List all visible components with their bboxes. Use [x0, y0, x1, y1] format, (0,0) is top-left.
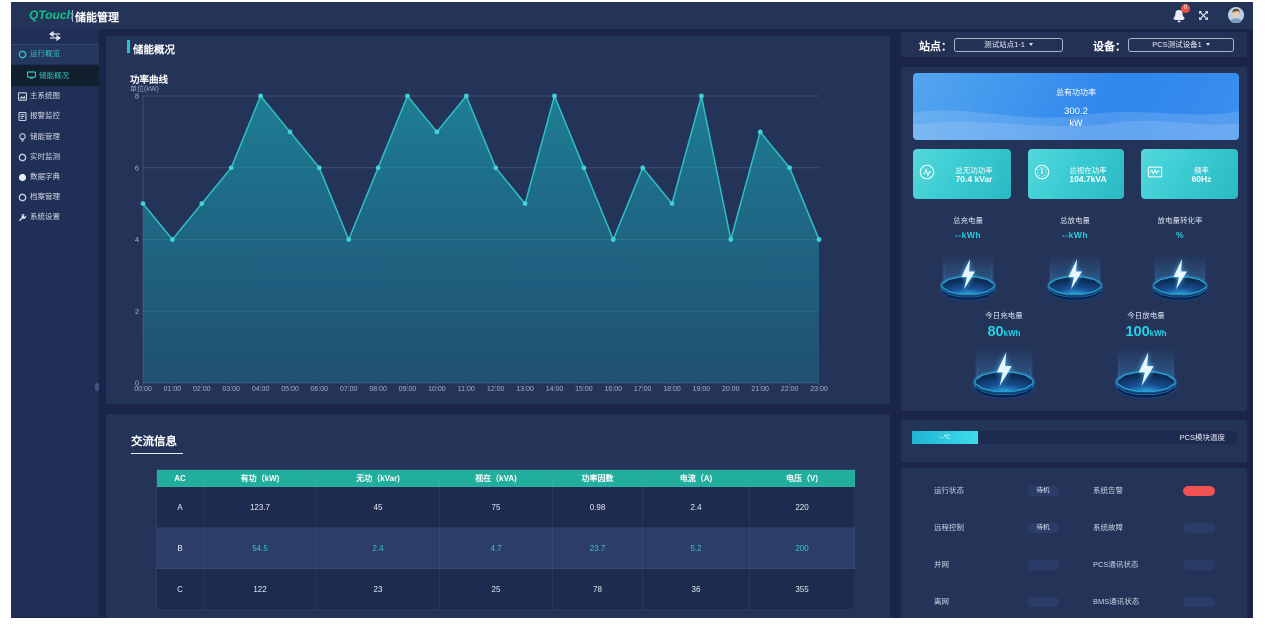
svg-text:08:00: 08:00 [369, 386, 387, 393]
svg-text:01:00: 01:00 [164, 386, 182, 393]
svg-text:23:00: 23:00 [810, 386, 828, 393]
svg-text:00:00: 00:00 [134, 386, 152, 393]
svg-text:04:00: 04:00 [252, 386, 270, 393]
svg-text:06:00: 06:00 [311, 386, 329, 393]
svg-text:16:00: 16:00 [605, 386, 623, 393]
svg-text:8: 8 [135, 92, 139, 101]
svg-text:18:00: 18:00 [663, 386, 681, 393]
svg-text:22:00: 22:00 [781, 386, 799, 393]
svg-text:02:00: 02:00 [193, 386, 211, 393]
svg-text:03:00: 03:00 [222, 386, 240, 393]
svg-text:17:00: 17:00 [634, 386, 652, 393]
svg-text:11:00: 11:00 [458, 386, 475, 393]
svg-text:21:00: 21:00 [751, 386, 769, 393]
svg-text:4: 4 [135, 235, 139, 244]
svg-text:13:00: 13:00 [516, 386, 534, 393]
svg-text:15:00: 15:00 [575, 386, 593, 393]
svg-text:0: 0 [135, 379, 139, 388]
svg-text:19:00: 19:00 [693, 386, 711, 393]
svg-text:2: 2 [135, 307, 139, 316]
svg-text:09:00: 09:00 [399, 386, 417, 393]
svg-text:14:00: 14:00 [546, 386, 564, 393]
svg-text:05:00: 05:00 [281, 386, 299, 393]
svg-text:6: 6 [135, 163, 139, 172]
svg-text:20:00: 20:00 [722, 386, 740, 393]
svg-text:07:00: 07:00 [340, 386, 358, 393]
svg-text:12:00: 12:00 [487, 386, 505, 393]
svg-text:10:00: 10:00 [428, 386, 446, 393]
